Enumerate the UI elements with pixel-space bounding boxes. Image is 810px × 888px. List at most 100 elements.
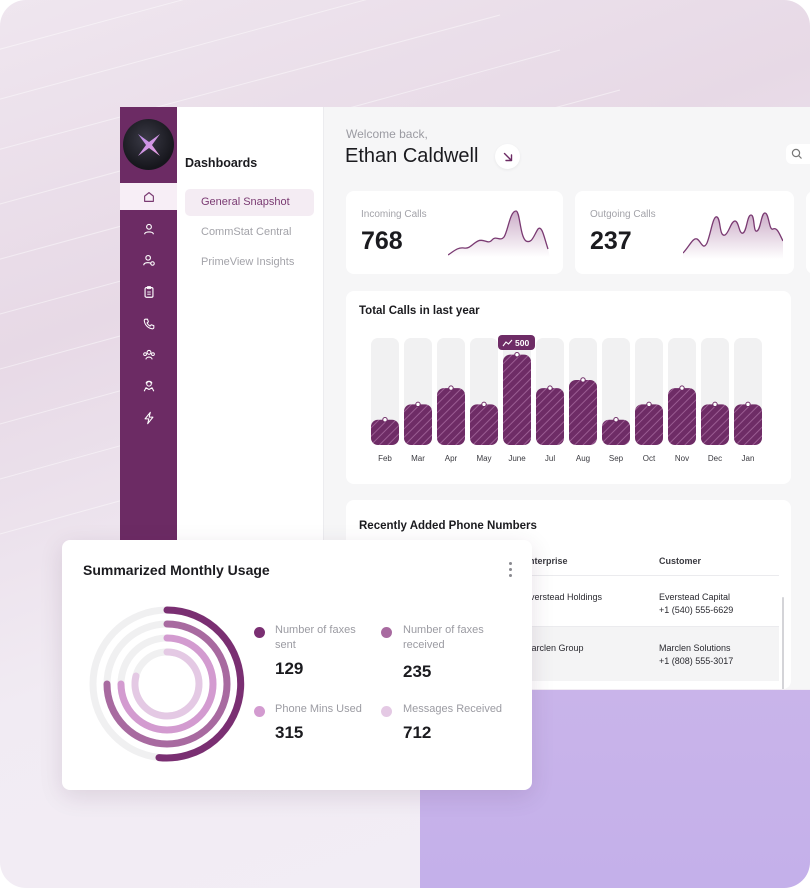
bar-group-mar[interactable]: Mar xyxy=(404,338,432,463)
incoming-calls-sparkline xyxy=(448,210,550,257)
ring-faxes-received xyxy=(103,620,231,748)
arrow-button[interactable] xyxy=(495,144,520,169)
phone-icon xyxy=(143,318,154,329)
legend-value-phone-mins: 315 xyxy=(275,723,304,742)
arrow-down-right-icon xyxy=(503,152,512,161)
total-calls-card: Total Calls in last year Feb Mar Apr May Jun… xyxy=(346,291,791,484)
bar-group-aug[interactable]: Aug xyxy=(569,338,597,463)
bolt-icon xyxy=(144,411,153,424)
subnav-item-commstat-central[interactable]: CommStat Central xyxy=(201,226,292,238)
bar-point xyxy=(448,385,454,391)
bar-group-oct[interactable]: Oct xyxy=(635,338,663,463)
bar-group-apr[interactable]: Apr xyxy=(437,338,465,463)
outgoing-calls-value: 237 xyxy=(590,227,632,255)
table-scrollbar[interactable] xyxy=(782,597,784,689)
x-tick-label: Jul xyxy=(545,454,555,463)
group-icon xyxy=(142,349,155,359)
bar xyxy=(602,419,630,445)
ring-messages xyxy=(131,648,203,720)
row-enterprise: Everstead Holdings xyxy=(524,592,603,602)
bar xyxy=(668,388,696,445)
x-tick-label: Nov xyxy=(675,454,689,463)
row-customer: Marclen Solutions xyxy=(659,643,731,653)
x-tick-label: May xyxy=(476,454,491,463)
total-calls-chart: Feb Mar Apr May June Jul Aug Sep Oct Nov Dec Jan 50… xyxy=(371,335,762,463)
legend-dot xyxy=(381,706,392,717)
column-header-enterprise: Enterprise xyxy=(523,556,568,566)
outgoing-calls-card: Outgoing Calls 237 xyxy=(575,191,794,274)
bar-point xyxy=(613,417,619,423)
bar-group-june[interactable]: June xyxy=(503,338,531,463)
bar-group-dec[interactable]: Dec xyxy=(701,338,729,463)
bar-point xyxy=(712,401,718,408)
x-tick-label: Oct xyxy=(643,454,656,463)
bar xyxy=(701,404,729,445)
x-tick-label: Mar xyxy=(411,454,425,463)
x-tick-label: Sep xyxy=(609,454,624,463)
bar-point xyxy=(514,351,520,358)
x-tick-label: Apr xyxy=(445,454,458,463)
bar-point xyxy=(415,401,421,408)
search-button[interactable] xyxy=(786,144,810,164)
peak-badge xyxy=(498,335,535,350)
welcome-text: Welcome back, xyxy=(346,127,428,141)
incoming-calls-card: Incoming Calls 768 xyxy=(346,191,563,274)
header-divider xyxy=(359,575,779,576)
bar xyxy=(635,404,663,445)
ring-phone-mins xyxy=(117,634,217,734)
bar-group-may[interactable]: May xyxy=(470,338,498,463)
legend-value-faxes-received: 235 xyxy=(403,662,432,681)
nav-clipboard-button[interactable] xyxy=(120,278,177,305)
bar-point xyxy=(481,401,487,408)
row-phone: +1 (808) 555-3017 xyxy=(659,656,734,666)
legend-value-messages: 712 xyxy=(403,723,432,742)
bar-group-jul[interactable]: Jul xyxy=(536,338,564,463)
trend-up-icon xyxy=(502,339,513,347)
subnav-item-primeview-insights[interactable]: PrimeView Insights xyxy=(201,256,295,268)
bar-group-feb[interactable]: Feb xyxy=(371,338,399,463)
bar xyxy=(734,404,762,445)
row-enterprise: Marclen Group xyxy=(524,643,584,653)
bar-group-nov[interactable]: Nov xyxy=(668,338,696,463)
bar xyxy=(470,404,498,445)
monthly-usage-card: Summarized Monthly Usage Number of faxes… xyxy=(62,540,532,790)
third-stat-card-edge xyxy=(806,191,810,274)
legend-label-messages: Messages Received xyxy=(403,703,503,715)
bar-point xyxy=(580,377,586,383)
nav-user-settings-button[interactable] xyxy=(120,246,177,273)
legend-value-faxes-sent: 129 xyxy=(275,659,304,678)
legend-dot xyxy=(381,627,392,638)
brand-logo[interactable] xyxy=(123,119,174,170)
more-options-icon[interactable] xyxy=(508,562,514,580)
agent-icon xyxy=(143,380,154,391)
nav-agent-button[interactable] xyxy=(120,372,177,399)
nav-bolt-button[interactable] xyxy=(120,404,177,431)
total-calls-title: Total Calls in last year xyxy=(359,305,480,317)
user-settings-icon xyxy=(142,254,155,266)
ring-faxes-sent xyxy=(155,606,245,762)
bar xyxy=(404,404,432,445)
legend-dot xyxy=(254,627,265,638)
legend-label-faxes-sent: Number of faxes sent xyxy=(275,624,356,651)
search-icon xyxy=(791,148,802,159)
bar-point xyxy=(382,417,388,423)
nav-home-button[interactable] xyxy=(120,183,177,210)
bar-point xyxy=(547,385,553,391)
user-name: Ethan Caldwell xyxy=(345,145,479,167)
usage-title: Summarized Monthly Usage xyxy=(83,562,270,578)
bar-group-jan[interactable]: Jan xyxy=(734,338,762,463)
usage-radial-chart xyxy=(89,606,245,762)
nav-phone-button[interactable] xyxy=(120,310,177,337)
bar xyxy=(437,388,465,445)
outgoing-calls-sparkline xyxy=(683,212,783,259)
peak-badge-label: 500 xyxy=(515,338,529,348)
bar xyxy=(503,354,531,445)
subnav-item-general-snapshot[interactable]: General Snapshot xyxy=(185,189,314,216)
bar-point xyxy=(745,401,751,408)
incoming-calls-label: Incoming Calls xyxy=(361,209,427,220)
nav-user-button[interactable] xyxy=(120,215,177,242)
nav-group-button[interactable] xyxy=(120,341,177,368)
legend-dot xyxy=(254,706,265,717)
bar-group-sep[interactable]: Sep xyxy=(602,338,630,463)
